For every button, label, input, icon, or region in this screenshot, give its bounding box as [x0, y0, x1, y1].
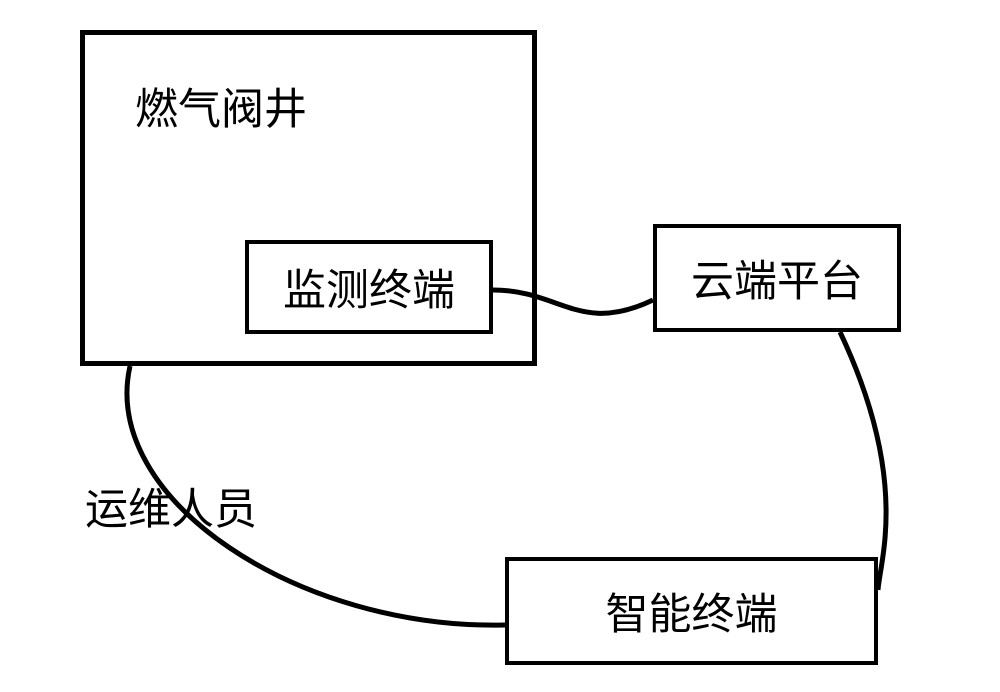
smart-terminal-label: 智能终端: [606, 580, 778, 642]
cloud-platform-box: 云端平台: [653, 224, 901, 332]
ops-personnel-label: 运维人员: [85, 475, 257, 537]
smart-terminal-box: 智能终端: [505, 557, 878, 665]
edge-cloud-to-smart: [840, 332, 886, 590]
gas-valve-well-label: 燃气阀井: [135, 75, 307, 137]
monitoring-terminal-box: 监测终端: [245, 240, 493, 334]
cloud-platform-label: 云端平台: [691, 247, 863, 309]
monitoring-terminal-label: 监测终端: [283, 256, 455, 318]
